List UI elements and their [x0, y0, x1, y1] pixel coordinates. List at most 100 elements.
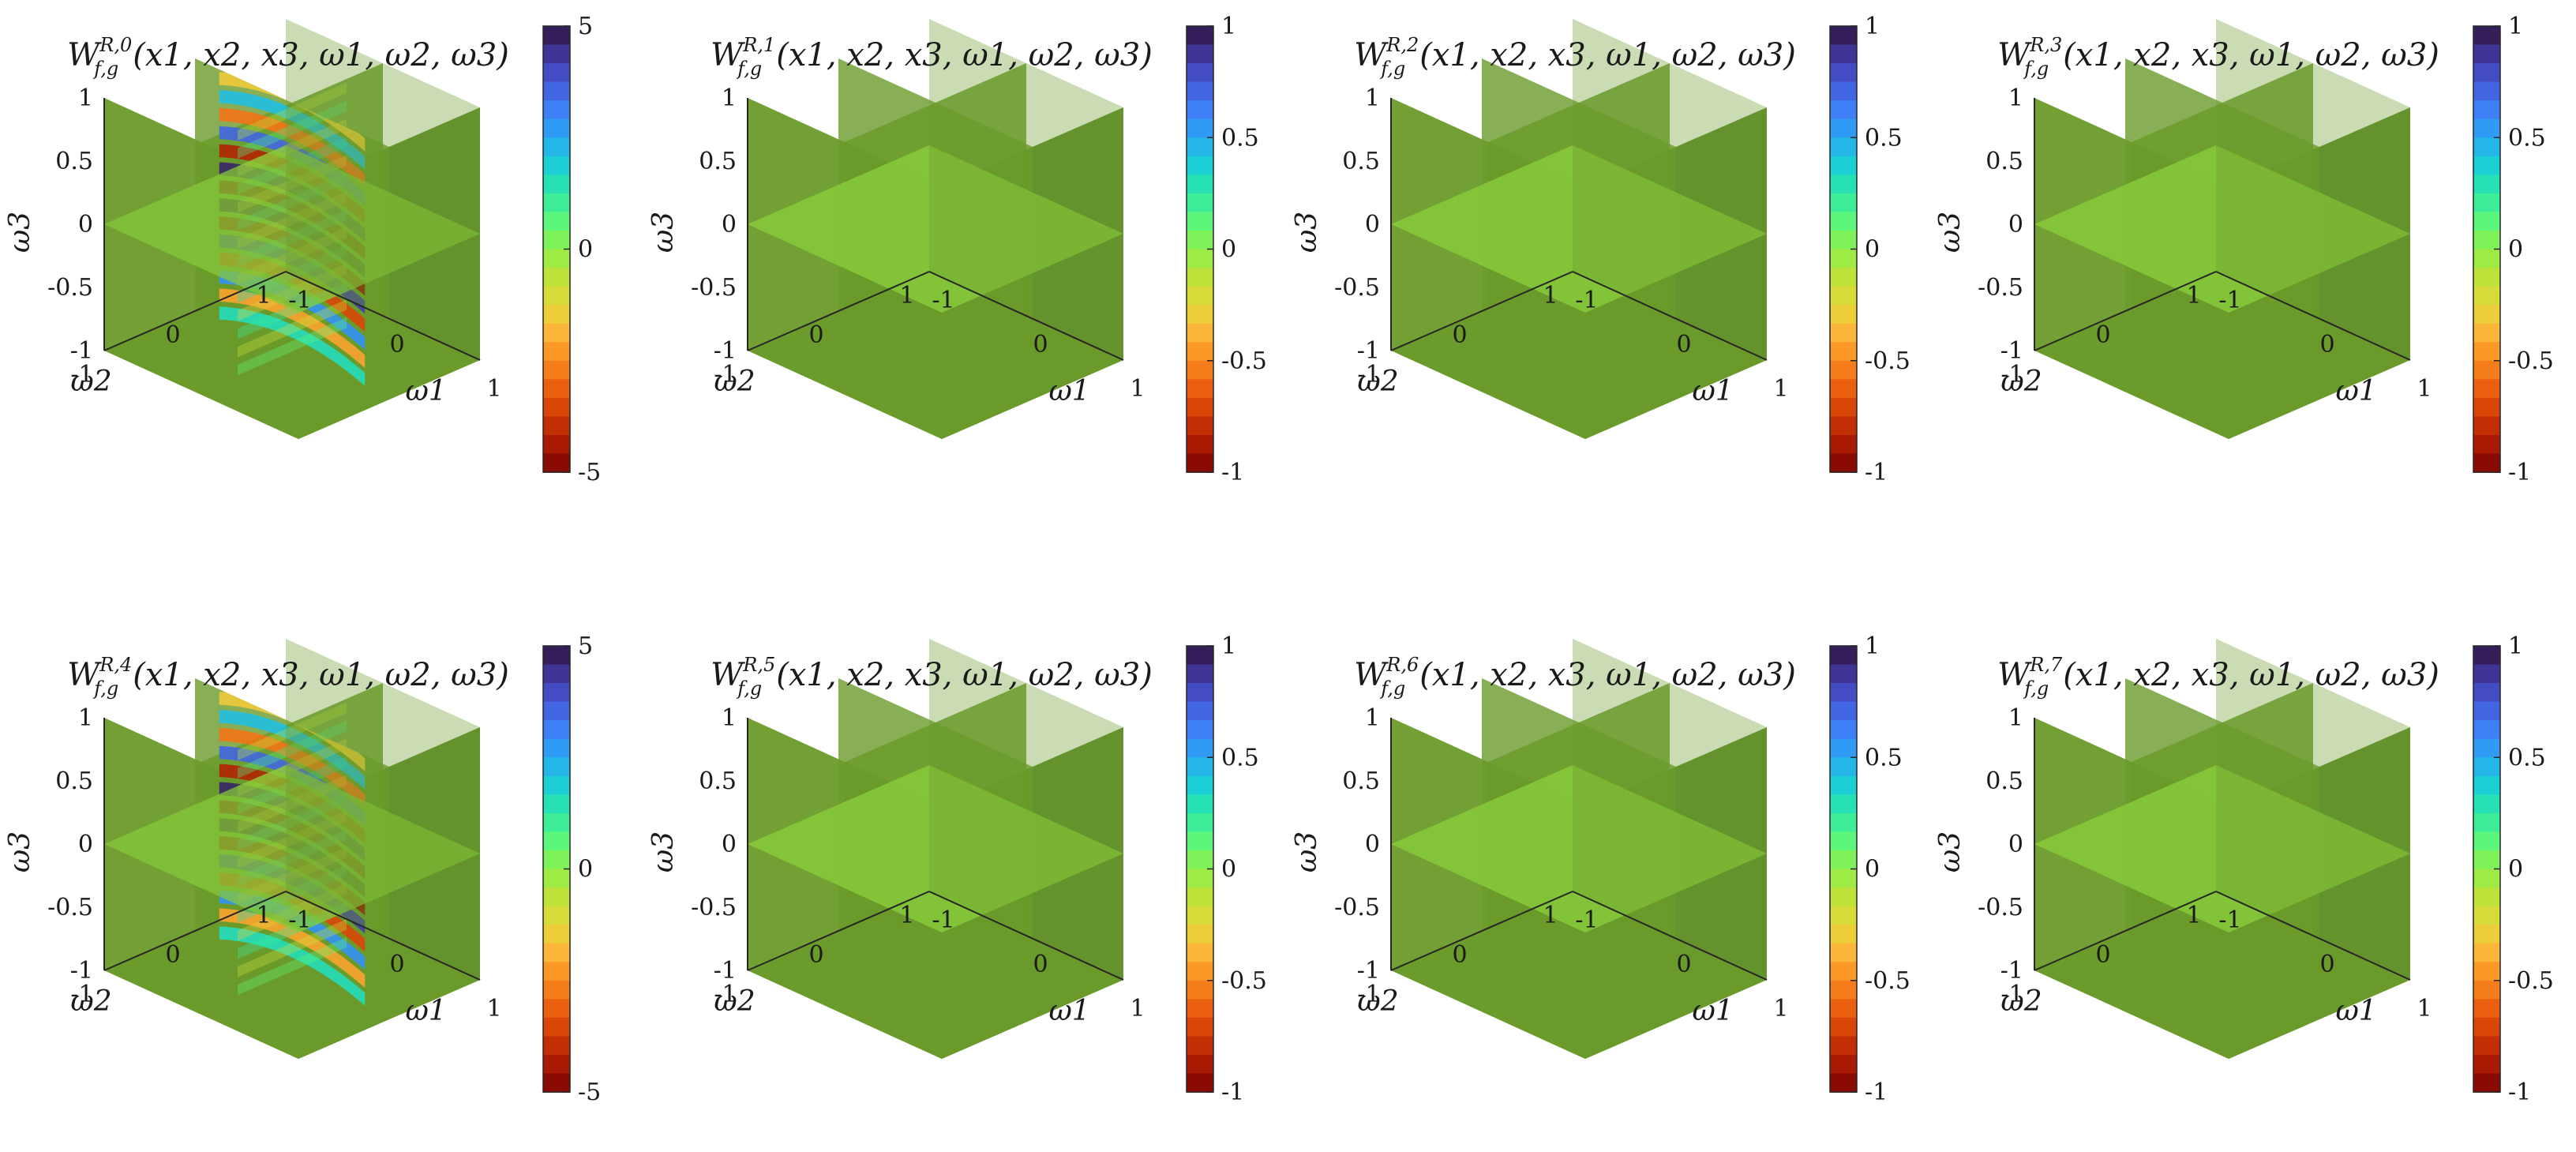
z-axis-label: ω3 [1934, 831, 1967, 872]
colorbar-swatch [1187, 323, 1213, 343]
colorbar-swatch [543, 434, 570, 455]
colorbar-tick-label: -5 [578, 459, 601, 486]
z-axis-label: ω3 [4, 212, 36, 253]
colorbar-swatch [543, 118, 570, 139]
colorbar-swatch [1187, 906, 1213, 925]
x-axis-label: ω1 [2335, 995, 2376, 1027]
subplot-title: WR,7 f,g (x1, x2, x3, ω1, ω2, ω3) [1997, 654, 2439, 700]
colorbar-swatch [2473, 342, 2500, 362]
colorbar-swatch [1187, 925, 1213, 944]
colorbar-tick-label: 0.5 [1865, 744, 1903, 771]
subplot-1: -1 0 1 -1 0 1 -1 -0.5 0 0.5 1 ω1 ω2 ω3 WR,1 f,g (x1, x2,… [647, 13, 1267, 486]
wigner-lobe [219, 692, 366, 771]
colorbar-swatch [543, 1036, 570, 1056]
horizontal-slice-face [748, 765, 1123, 932]
colorbar: 1 0.5 0 -0.5 -1 [1186, 13, 1267, 486]
colorbar-swatch [1187, 701, 1213, 721]
colorbar-tick-label: 1 [1221, 632, 1236, 660]
wigner-lobe [219, 745, 366, 826]
colorbar-tick-label: 1 [1865, 13, 1880, 40]
colorbar-swatch [2473, 980, 2500, 1000]
colorbar-swatch [543, 44, 570, 64]
colorbar-swatch [2473, 701, 2500, 721]
colorbar-swatch [2473, 193, 2500, 213]
colorbar-swatch [1187, 738, 1213, 759]
y-tick-label: 1 [256, 282, 271, 310]
colorbar-swatch [543, 999, 570, 1019]
subplot-title: WR,0 f,g (x1, x2, x3, ω1, ω2, ω3) [67, 34, 509, 80]
colorbar-swatch [1830, 81, 1857, 101]
x-tick-label: 0 [1676, 951, 1691, 978]
colorbar-tick-label: 0 [1221, 236, 1236, 264]
colorbar-tick-label: -1 [1865, 459, 1888, 486]
z-axis-label: ω3 [1291, 831, 1323, 872]
z-tick-label: -0.5 [691, 894, 737, 921]
y-axis-line [2034, 891, 2217, 971]
y-tick-label: -1 [1357, 981, 1380, 1008]
colorbar-tick-label: 0 [1221, 856, 1236, 884]
y-axis-line [747, 891, 930, 971]
x-axis-line [1572, 891, 1768, 981]
x-tick-label: 0 [1033, 951, 1048, 978]
horizontal-slice-face [2034, 765, 2410, 932]
colorbar-swatch [1830, 1017, 1857, 1038]
colorbar-swatch [1187, 850, 1213, 870]
subplot-6: -1 0 1 -1 0 1 -1 -0.5 0 0.5 1 ω1 ω2 ω3 WR,6 f,g (x1, x2,… [1291, 632, 1910, 1106]
wigner-lobe [238, 919, 347, 978]
y-tick-label: 0 [808, 321, 823, 349]
y-tick-label: 1 [1543, 902, 1558, 929]
wigner-lobe [219, 306, 366, 386]
colorbar-swatch [1830, 1036, 1857, 1056]
title-superscript: R,7 [2029, 654, 2063, 676]
z-axis-label: ω3 [647, 831, 680, 872]
title-subscript: f,g [1379, 677, 1405, 700]
colorbar-tick-label: 0.5 [2508, 124, 2546, 152]
y-tick-label: -1 [1357, 361, 1380, 388]
x-tick-label: -1 [932, 906, 954, 934]
colorbar-swatch [543, 249, 570, 268]
wigner-lobe [219, 710, 366, 790]
z-tick-label: -0.5 [1978, 274, 2023, 302]
colorbar-swatch [1830, 906, 1857, 925]
colorbar-swatch [543, 26, 570, 46]
colorbar-swatch [1187, 775, 1213, 796]
colorbar-swatch [543, 212, 570, 231]
colorbar-swatch [1187, 193, 1213, 213]
title-args: (x1, x2, x3, ω1, ω2, ω3) [133, 37, 509, 73]
colorbar-swatch [1830, 397, 1857, 418]
colorbar-swatch [2473, 286, 2500, 306]
y-tick-label: -1 [2000, 361, 2023, 388]
colorbar-swatch [1187, 156, 1213, 176]
colorbar-swatch [1830, 999, 1857, 1019]
colorbar-swatch [543, 906, 570, 925]
z-tick-label: 0 [1365, 831, 1380, 858]
title-superscript: R,6 [1385, 654, 1419, 676]
title-args: (x1, x2, x3, ω1, ω2, ω3) [133, 657, 509, 693]
z-tick-label: 0.5 [55, 767, 93, 795]
title-subscript: f,g [2023, 677, 2049, 700]
z-tick-label: 0 [722, 211, 737, 238]
colorbar-swatch [1830, 962, 1857, 981]
colorbar-swatch [2473, 1054, 2500, 1075]
colorbar-swatch [1830, 100, 1857, 120]
colorbar-swatch [2473, 100, 2500, 120]
wigner-lobe [219, 926, 366, 1006]
colorbar-swatch [543, 775, 570, 796]
colorbar-swatch [1187, 1073, 1213, 1093]
colorbar-swatch [1187, 230, 1213, 250]
colorbar-swatch [1187, 305, 1213, 325]
colorbar-swatch [2473, 249, 2500, 268]
y-tick-label: 0 [2095, 941, 2110, 969]
colorbar-swatch [1830, 757, 1857, 777]
colorbar-tick-label: 0 [2508, 236, 2523, 264]
colorbar-swatch [543, 379, 570, 399]
subplot-3: -1 0 1 -1 0 1 -1 -0.5 0 0.5 1 ω1 ω2 ω3 WR,3 f,g (x1, x2,… [1934, 13, 2554, 486]
colorbar-swatch [2473, 962, 2500, 981]
horizontal-slice-face [104, 145, 480, 313]
x-tick-label: -1 [2218, 906, 2241, 934]
title-args: (x1, x2, x3, ω1, ω2, ω3) [1419, 657, 1796, 693]
z-tick-label: -0.5 [691, 274, 737, 302]
x-tick-label: -1 [288, 906, 311, 934]
colorbar-swatch [543, 1054, 570, 1075]
colorbar-swatch [1187, 812, 1213, 833]
